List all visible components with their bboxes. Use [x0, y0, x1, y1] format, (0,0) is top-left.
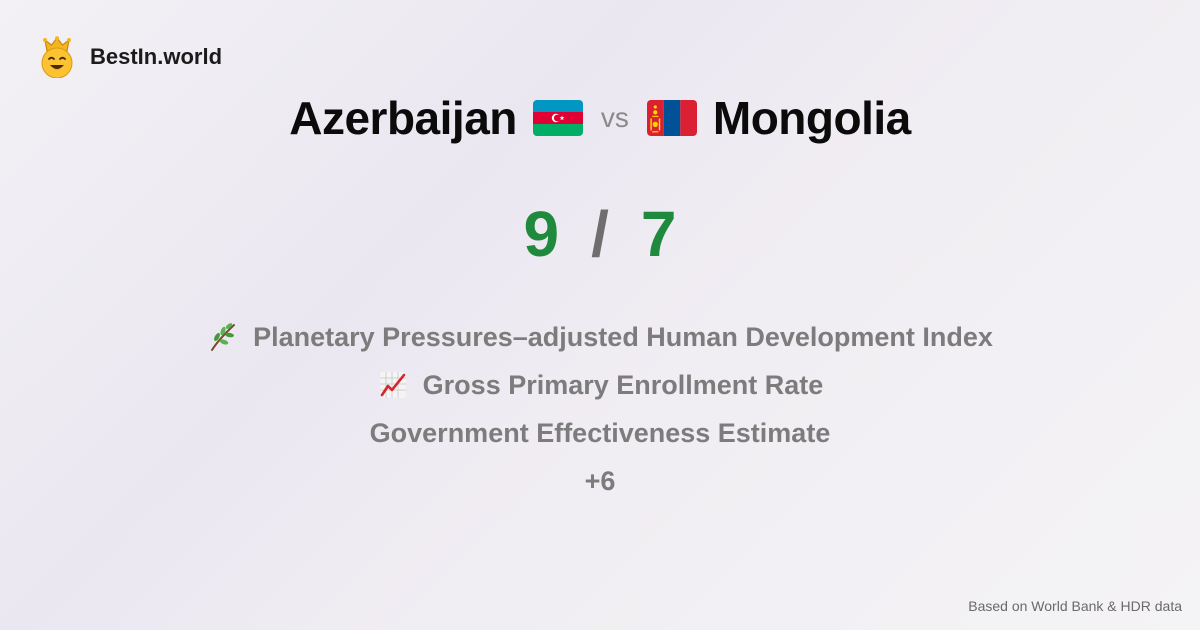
- data-source-note: Based on World Bank & HDR data: [968, 598, 1182, 614]
- brand-name: BestIn.world: [90, 44, 223, 69]
- brand[interactable]: BestIn.world: [38, 36, 222, 78]
- more-metrics-count: +6: [584, 465, 616, 496]
- metric-label: Government Effectiveness Estimate: [369, 417, 831, 448]
- metric-label: Gross Primary Enrollment Rate: [422, 369, 824, 400]
- crown-smiley-icon: [41, 36, 73, 78]
- metric-label: Planetary Pressures–adjusted Human Devel…: [253, 321, 993, 352]
- azerbaijan-flag-icon: [532, 100, 583, 136]
- score-separator: /: [591, 198, 609, 270]
- metric-item: Planetary Pressures–adjusted Human Devel…: [207, 313, 993, 361]
- score-b: 7: [640, 198, 677, 270]
- chart-increasing-icon: [379, 372, 406, 398]
- comparison-title: Azerbaijan vs Mongolia: [0, 88, 1200, 148]
- score: 9 / 7: [0, 196, 1200, 272]
- mongolia-flag-icon: [646, 100, 697, 136]
- score-a: 9: [523, 198, 560, 270]
- country-b-name: Mongolia: [712, 92, 911, 144]
- metrics-list: Planetary Pressures–adjusted Human Devel…: [0, 313, 1200, 505]
- country-a-name: Azerbaijan: [289, 92, 517, 144]
- metric-item: Government Effectiveness Estimate: [370, 409, 831, 457]
- vs-label: vs: [600, 102, 629, 133]
- herb-icon: [211, 323, 236, 351]
- metric-item: Gross Primary Enrollment Rate: [377, 361, 824, 409]
